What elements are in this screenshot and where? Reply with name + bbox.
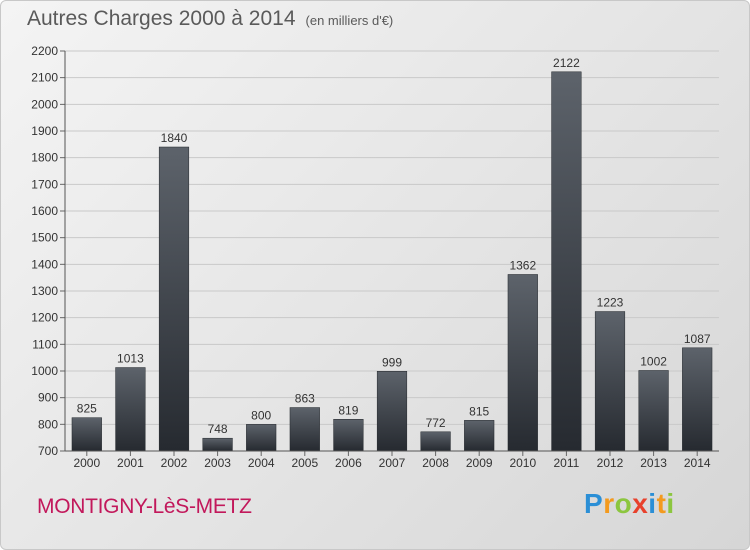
bar-value-label: 863 [295, 392, 315, 406]
bar [551, 71, 582, 452]
brand-logo-letter: x [632, 488, 649, 519]
y-tick-label: 2200 [31, 44, 58, 58]
bar [246, 424, 277, 452]
y-tick-label: 2000 [31, 97, 58, 111]
x-tick-label: 2004 [248, 456, 275, 470]
bar-value-label: 772 [426, 416, 446, 430]
bar-value-label: 1002 [640, 354, 667, 368]
x-tick-label: 2008 [422, 456, 449, 470]
x-tick-label: 2007 [379, 456, 406, 470]
bar-value-label: 1013 [117, 352, 144, 366]
y-tick-label: 2100 [31, 71, 58, 85]
y-tick-label: 1500 [31, 231, 58, 245]
brand-logo: Proxiti [584, 488, 675, 520]
x-tick-label: 2000 [73, 456, 100, 470]
bar-value-label: 815 [469, 404, 489, 418]
y-tick-label: 1300 [31, 284, 58, 298]
x-tick-label: 2005 [291, 456, 318, 470]
x-tick-label: 2010 [509, 456, 536, 470]
y-tick-label: 700 [38, 444, 58, 458]
x-tick-label: 2012 [597, 456, 624, 470]
bar-value-label: 1087 [684, 332, 711, 346]
bar [71, 417, 102, 452]
y-tick-label: 900 [38, 391, 58, 405]
y-tick-label: 1900 [31, 124, 58, 138]
bar [682, 347, 713, 452]
bar [594, 311, 626, 452]
bar-value-label: 1362 [509, 258, 536, 272]
brand-logo-letter: P [584, 488, 604, 519]
bar-value-label: 1223 [597, 296, 624, 310]
x-tick-label: 2001 [117, 456, 144, 470]
bar [420, 431, 451, 452]
y-tick-label: 1700 [31, 177, 58, 191]
y-tick-label: 800 [38, 417, 58, 431]
brand-logo-letter: o [614, 488, 633, 519]
y-tick-label: 1800 [31, 151, 58, 165]
bar [464, 420, 495, 452]
bar-value-label: 800 [251, 408, 271, 422]
y-tick-label: 1100 [32, 337, 58, 351]
bar [376, 371, 408, 452]
bar-value-label: 825 [77, 402, 97, 416]
bar [333, 419, 364, 452]
bar-value-label: 748 [208, 422, 228, 436]
y-tick-label: 1200 [31, 311, 58, 325]
town-name: MONTIGNY-LèS-METZ [37, 495, 252, 518]
y-tick-label: 1000 [31, 364, 58, 378]
x-tick-label: 2006 [335, 456, 362, 470]
x-tick-label: 2014 [684, 456, 711, 470]
brand-logo-letter: i [648, 488, 657, 519]
bar [115, 367, 146, 452]
bar [507, 274, 538, 452]
bar-value-label: 999 [382, 355, 402, 369]
x-tick-label: 2011 [553, 456, 579, 470]
bar [289, 407, 320, 452]
chart-title: Autres Charges 2000 à 2014 (en milliers d… [27, 7, 393, 31]
bar-value-label: 1840 [161, 131, 188, 145]
y-tick-label: 1400 [31, 257, 58, 271]
bar-value-label: 2122 [553, 56, 580, 70]
bar [638, 370, 669, 452]
chart-title-unit: (en milliers d'€) [305, 13, 394, 28]
bar [158, 146, 190, 452]
y-tick-label: 1600 [31, 204, 58, 218]
x-tick-label: 2003 [204, 456, 231, 470]
chart-title-main: Autres Charges 2000 à 2014 [27, 7, 296, 30]
bar [202, 437, 233, 452]
x-tick-label: 2002 [161, 456, 188, 470]
brand-logo-letter: i [666, 488, 675, 519]
x-tick-label: 2013 [640, 456, 667, 470]
bar-value-label: 819 [338, 403, 358, 417]
x-tick-label: 2009 [466, 456, 493, 470]
brand-logo-letter: r [603, 488, 615, 519]
brand-logo-letter: t [656, 488, 667, 519]
